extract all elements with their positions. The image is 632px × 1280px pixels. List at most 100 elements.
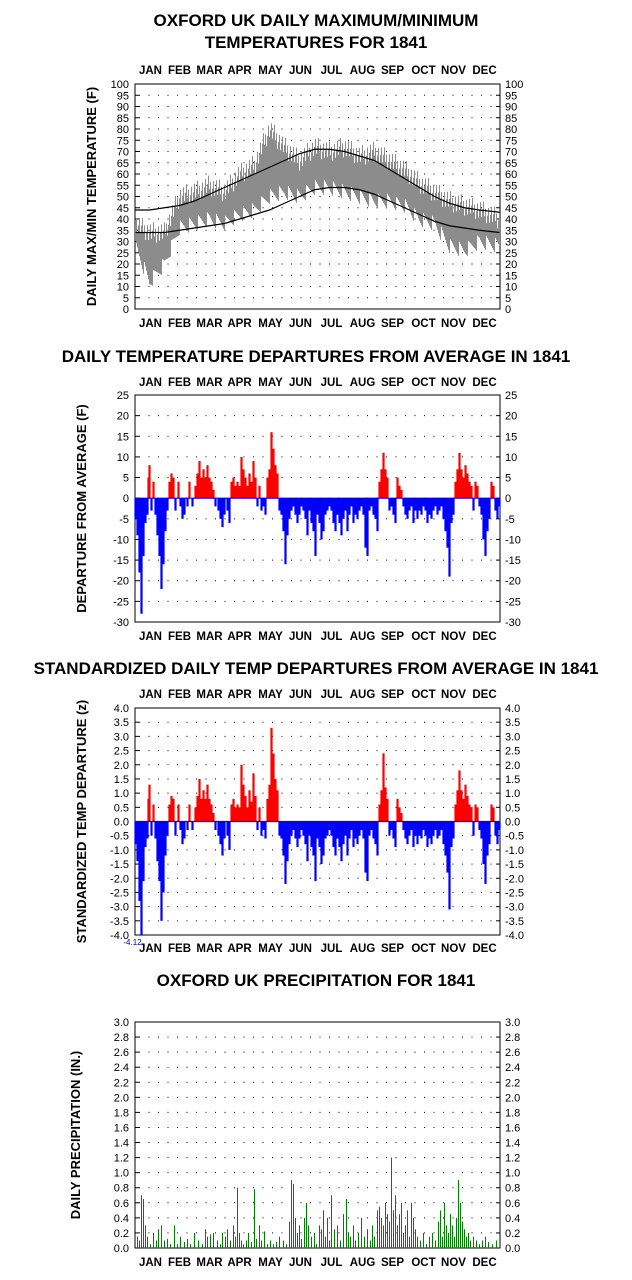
y-tick-label-left: 35	[117, 225, 129, 237]
bar	[142, 821, 145, 882]
bar	[338, 498, 341, 523]
bar	[422, 821, 425, 831]
bar	[166, 821, 169, 836]
bar	[308, 1225, 309, 1248]
bar	[250, 481, 253, 499]
bar	[406, 821, 409, 845]
bar	[398, 485, 401, 499]
bar	[161, 1225, 162, 1248]
y-tick-label-left: 15	[117, 270, 129, 282]
bar	[480, 821, 483, 839]
bar	[396, 798, 399, 822]
y-tick-label-right: 80	[505, 124, 517, 136]
bar	[272, 448, 275, 499]
bar	[202, 1244, 203, 1248]
bar	[464, 465, 467, 499]
bar	[248, 473, 251, 499]
bar	[212, 489, 215, 499]
bar	[470, 1240, 471, 1248]
bar	[270, 1240, 271, 1248]
y-tick-label-right: 2.2	[505, 1077, 520, 1089]
y-tick-label-left: 75	[117, 135, 129, 147]
bar	[198, 461, 201, 499]
bar	[366, 821, 369, 882]
bar	[344, 498, 347, 511]
bar	[470, 485, 473, 499]
bar	[138, 821, 141, 901]
month-label-bottom: SEP	[381, 943, 404, 955]
bar	[438, 498, 441, 511]
bar	[156, 821, 159, 862]
y-tick-label-right: 0	[505, 493, 511, 505]
bar	[144, 821, 147, 848]
bar	[385, 1202, 386, 1248]
month-label-bottom: AUG	[350, 631, 376, 643]
y-tick-label-right: 2.6	[505, 1047, 520, 1059]
y-tick-label-left: 2.0	[114, 760, 129, 772]
bar	[320, 821, 323, 865]
bar	[196, 795, 199, 822]
y-axis-label: DAILY MAX/MIN TEMPERATURE (F)	[84, 87, 99, 306]
bar	[358, 498, 361, 511]
bar	[438, 1221, 439, 1248]
y-tick-label-left: -0.5	[110, 831, 129, 843]
bar	[407, 1210, 408, 1248]
y-tick-label-right: 40	[505, 214, 517, 226]
month-label-top: OCT	[411, 377, 435, 389]
bar	[194, 807, 197, 822]
y-tick-label-left: 90	[117, 102, 129, 114]
y-tick-label-right: 2.0	[505, 760, 520, 772]
bar	[358, 1232, 359, 1248]
bar	[230, 804, 233, 822]
y-tick-label-left: 3.5	[114, 717, 129, 729]
bar	[355, 1240, 356, 1248]
bar	[460, 1202, 461, 1248]
y-tick-label-left: 1.0	[114, 788, 129, 800]
bar	[304, 498, 307, 519]
month-label-bottom: APR	[227, 631, 252, 643]
bar	[150, 821, 153, 836]
bar	[210, 804, 213, 822]
bar	[480, 498, 483, 515]
y-tick-label-right: 1.8	[505, 1107, 520, 1119]
y-tick-label-right: 45	[505, 203, 517, 215]
bar	[415, 1229, 416, 1248]
bar	[222, 1232, 223, 1248]
month-label-top: DEC	[472, 377, 496, 389]
bar	[436, 498, 439, 515]
bar	[170, 473, 173, 499]
y-tick-label-right: 2.8	[505, 1032, 520, 1044]
bar	[350, 1236, 351, 1248]
bar	[448, 1232, 449, 1248]
bar	[294, 498, 297, 515]
bar	[376, 498, 379, 532]
month-label-top: FEB	[168, 65, 191, 77]
month-label-bottom: NOV	[441, 1257, 466, 1269]
month-label-bottom: MAR	[196, 1257, 223, 1269]
month-label-top: JUL	[321, 689, 343, 701]
bar	[284, 498, 287, 565]
bar	[464, 1229, 465, 1248]
bar	[260, 821, 263, 836]
bar	[388, 498, 391, 511]
bar	[392, 821, 395, 839]
bar	[361, 1217, 362, 1248]
month-label-bottom: JAN	[139, 1257, 162, 1269]
bar	[172, 477, 175, 499]
bar	[482, 1240, 483, 1248]
bar	[372, 1225, 373, 1248]
bar	[298, 498, 301, 515]
bar	[420, 1240, 421, 1248]
bar	[464, 784, 467, 822]
bar	[314, 498, 317, 556]
bar	[438, 821, 441, 836]
y-tick-label-right: 70	[505, 147, 517, 159]
bar	[396, 477, 399, 499]
bar	[238, 807, 241, 822]
y-tick-label-left: 1.8	[114, 1107, 129, 1119]
y-tick-label-right: 0.0	[505, 817, 520, 829]
bar	[382, 753, 385, 822]
y-tick-label-left: 0.8	[114, 1183, 129, 1195]
bar	[430, 821, 433, 845]
